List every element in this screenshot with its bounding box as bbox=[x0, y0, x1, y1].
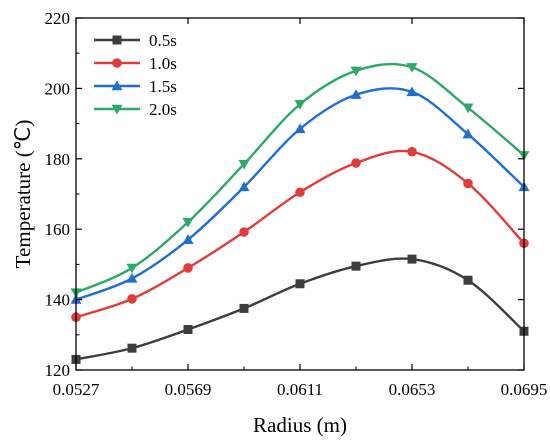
legend-marker bbox=[111, 80, 123, 91]
legend-item: 1.5s bbox=[94, 77, 177, 96]
y-tick-label: 180 bbox=[45, 150, 71, 169]
y-tick-label: 200 bbox=[45, 79, 71, 98]
legend-label: 1.0s bbox=[149, 54, 177, 73]
legend-item: 0.5s bbox=[94, 31, 177, 50]
data-point bbox=[183, 263, 193, 273]
series-0.5s bbox=[71, 254, 529, 364]
y-tick-label: 220 bbox=[45, 9, 71, 28]
legend-label: 1.5s bbox=[149, 77, 177, 96]
data-point bbox=[462, 103, 474, 114]
data-point bbox=[294, 123, 306, 134]
axes bbox=[75, 17, 525, 371]
data-point bbox=[294, 100, 306, 110]
data-point bbox=[127, 294, 137, 304]
y-tick-label: 140 bbox=[45, 291, 71, 310]
legend-label: 2.0s bbox=[149, 100, 177, 119]
legend-label: 0.5s bbox=[149, 31, 177, 50]
data-point bbox=[126, 263, 138, 274]
data-point bbox=[463, 275, 473, 285]
data-point bbox=[350, 89, 362, 99]
data-point bbox=[238, 181, 250, 192]
data-point bbox=[462, 128, 474, 139]
x-tick-label: 0.0569 bbox=[165, 380, 212, 399]
series-group bbox=[70, 62, 530, 364]
data-point bbox=[127, 343, 137, 353]
tick-labels: 120 140 160 180 200 220 0.0527 0.0569 0.0611 0.06… bbox=[45, 9, 548, 399]
data-point bbox=[182, 234, 194, 244]
data-point bbox=[351, 261, 361, 271]
series-1.5s bbox=[70, 86, 530, 304]
series-line bbox=[75, 149, 525, 319]
series-2.0s bbox=[70, 62, 530, 299]
series-line bbox=[75, 62, 525, 294]
data-point bbox=[182, 217, 194, 228]
y-tick-label: 160 bbox=[45, 220, 71, 239]
data-point bbox=[183, 325, 193, 335]
legend: 0.5s 1.0s 1.5s 2.0s bbox=[94, 31, 177, 119]
legend-marker bbox=[111, 104, 123, 115]
data-point bbox=[406, 86, 418, 97]
series-line bbox=[75, 257, 525, 361]
legend-marker bbox=[112, 35, 122, 45]
x-tick-label: 0.0611 bbox=[277, 380, 323, 399]
data-point bbox=[463, 178, 473, 189]
x-tick-label: 0.0653 bbox=[389, 380, 436, 399]
x-tick-label: 0.0527 bbox=[53, 380, 100, 399]
data-point bbox=[126, 272, 138, 283]
data-point bbox=[295, 187, 305, 198]
data-point bbox=[238, 159, 250, 170]
data-point bbox=[351, 158, 361, 168]
y-tick-label: 120 bbox=[45, 361, 71, 380]
legend-item: 2.0s bbox=[94, 100, 177, 119]
data-point bbox=[407, 254, 417, 264]
legend-item: 1.0s bbox=[94, 54, 177, 73]
data-point bbox=[407, 146, 417, 157]
legend-marker bbox=[112, 58, 122, 68]
x-tick-label: 0.0695 bbox=[501, 380, 548, 399]
y-axis-title: Temperature (℃) bbox=[11, 120, 35, 269]
data-point bbox=[350, 66, 362, 77]
data-point bbox=[239, 303, 249, 313]
data-point bbox=[239, 227, 249, 237]
data-point bbox=[295, 279, 305, 289]
series-1.0s bbox=[71, 146, 529, 323]
x-axis-title: Radius (m) bbox=[253, 413, 347, 437]
data-point bbox=[406, 63, 418, 73]
